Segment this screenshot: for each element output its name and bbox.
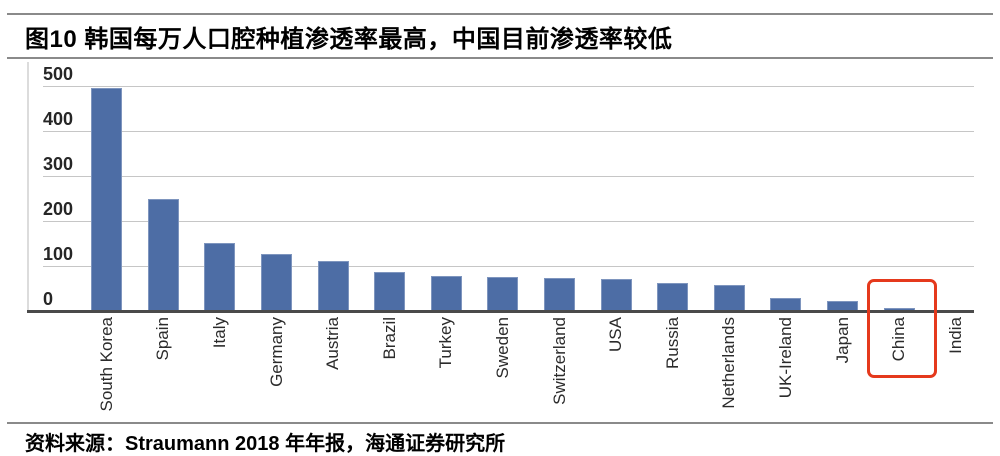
x-label-spain: Spain	[153, 317, 173, 361]
x-label-japan: Japan	[832, 317, 852, 364]
top-divider	[7, 13, 993, 15]
x-label-switzerland: Switzerland	[549, 317, 569, 405]
gridline-200	[43, 220, 974, 223]
bar-brazil	[374, 271, 406, 312]
x-label-turkey: Turkey	[436, 317, 456, 369]
x-label-brazil: Brazil	[379, 317, 399, 360]
x-axis-line	[27, 310, 974, 313]
bar-china	[883, 308, 915, 312]
x-label-usa: USA	[606, 317, 626, 352]
bar-russia	[657, 282, 689, 312]
x-label-austria: Austria	[323, 317, 343, 370]
bar-spain	[147, 199, 179, 312]
bar-germany	[261, 254, 292, 312]
gridline-500	[43, 85, 974, 88]
bar-switzerland	[544, 278, 575, 312]
x-label-china: China	[889, 317, 909, 362]
bar-uk-ireland	[770, 297, 802, 312]
bar-usa	[600, 278, 632, 312]
plot-left-border	[27, 62, 29, 312]
y-tick-label-300: 300	[43, 153, 74, 174]
y-tick-label-100: 100	[43, 243, 74, 264]
y-tick-label-500: 500	[43, 63, 74, 84]
title-divider	[7, 57, 993, 59]
x-label-india: India	[945, 317, 965, 354]
y-tick-label-400: 400	[43, 108, 74, 129]
x-label-sweden: Sweden	[492, 317, 512, 379]
bar-sweden	[487, 276, 519, 312]
bottom-divider	[7, 422, 993, 424]
bar-south-korea	[91, 87, 123, 312]
x-label-netherlands: Netherlands	[719, 317, 739, 409]
bar-austria	[317, 261, 349, 312]
bar-italy	[204, 243, 236, 312]
x-label-russia: Russia	[662, 317, 682, 369]
source-attribution: 资料来源：Straumann 2018 年年报，海通证券研究所	[25, 433, 506, 455]
bar-japan	[827, 301, 858, 312]
x-label-germany: Germany	[266, 317, 286, 387]
x-label-south-korea: South Korea	[96, 317, 116, 412]
bar-netherlands	[713, 285, 745, 312]
y-tick-label-0: 0	[43, 288, 54, 309]
gridline-100	[43, 265, 974, 268]
x-label-italy: Italy	[209, 317, 229, 349]
gridline-400	[43, 130, 974, 133]
y-tick-label-200: 200	[43, 198, 74, 219]
bar-turkey	[430, 276, 462, 312]
figure-title: 图10 韩国每万人口腔种植渗透率最高，中国目前渗透率较低	[25, 26, 673, 53]
x-label-uk-ireland: UK-Ireland	[775, 317, 795, 399]
gridline-300	[43, 175, 974, 178]
